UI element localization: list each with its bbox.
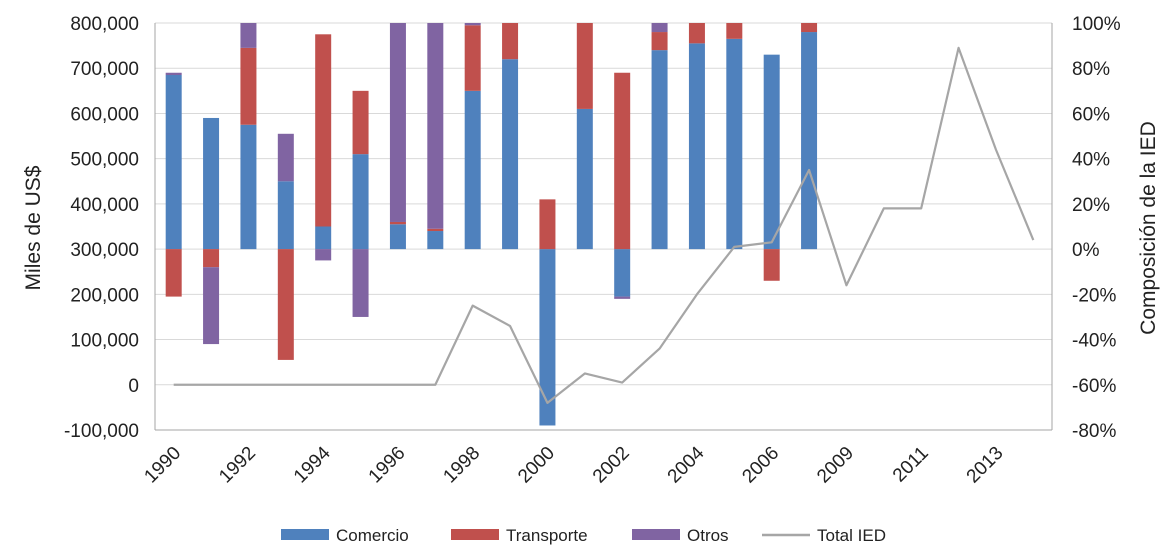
bar-otros [240, 23, 257, 48]
y-tick-label-right: 20% [1072, 195, 1110, 216]
x-tick-label: 2002 [589, 443, 634, 488]
x-tick-label: 2004 [664, 442, 709, 487]
x-tick-label: 2009 [813, 443, 858, 488]
bar-otros [277, 133, 294, 182]
bar-transporte [165, 249, 182, 297]
bar-comercio [464, 90, 481, 250]
bar-comercio [240, 124, 257, 250]
bar-comercio [539, 249, 556, 426]
bar-comercio [203, 117, 220, 250]
bar-transporte [277, 249, 294, 360]
y-axis-left-title: Miles de US$ [22, 165, 45, 290]
bars [165, 23, 818, 426]
legend-swatch-transporte [451, 529, 499, 540]
bar-comercio [801, 32, 818, 250]
y-tick-label-right: -20% [1072, 285, 1116, 306]
bar-otros [165, 72, 182, 76]
bar-transporte [389, 221, 406, 225]
bar-comercio [502, 59, 519, 250]
bar-otros [315, 249, 332, 261]
y-tick-label-right: -40% [1072, 331, 1116, 352]
y-tick-label-left: 700,000 [70, 59, 139, 80]
bar-otros [352, 249, 369, 317]
y-tick-label-right: 40% [1072, 150, 1110, 171]
y-tick-label-left: 300,000 [70, 240, 139, 261]
x-tick-label: 2013 [963, 443, 1008, 488]
bar-transporte [464, 25, 481, 91]
bar-comercio [614, 249, 631, 297]
bar-otros [203, 267, 220, 345]
bar-transporte [651, 32, 668, 51]
legend-label-otros: Otros [687, 526, 729, 545]
total-ied-line [173, 46, 1035, 404]
bar-transporte [427, 228, 444, 232]
bar-otros [464, 23, 481, 26]
total-ied-line-layer [173, 46, 1035, 404]
legend-label-total-ied: Total IED [817, 526, 886, 545]
y-tick-label-left: 600,000 [70, 104, 139, 125]
bar-transporte [203, 249, 220, 268]
y-tick-label-left: 500,000 [70, 150, 139, 171]
y-tick-label-right: 100% [1072, 14, 1121, 35]
bar-otros [651, 23, 668, 33]
y-axis-right-title: Composición de la IED [1137, 121, 1160, 335]
axes [154, 23, 1053, 431]
bar-transporte [576, 23, 593, 109]
y-tick-label-left: 100,000 [70, 331, 139, 352]
bar-comercio [165, 75, 182, 250]
bar-otros [427, 23, 444, 229]
y-tick-label-right: 60% [1072, 104, 1110, 125]
x-tick-label: 1990 [140, 443, 185, 488]
legend: Comercio Transporte Otros Total IED [281, 526, 886, 545]
y-tick-label-left: 200,000 [70, 285, 139, 306]
y-tick-label-left: 400,000 [70, 195, 139, 216]
bar-transporte [801, 23, 818, 33]
bar-transporte [502, 23, 519, 60]
bar-comercio [651, 50, 668, 250]
legend-swatch-otros [632, 529, 680, 540]
bar-comercio [352, 154, 369, 250]
x-tick-label: 2000 [514, 443, 559, 488]
x-tick-label: 1994 [290, 442, 335, 487]
bar-otros [614, 296, 631, 299]
legend-swatch-comercio [281, 529, 329, 540]
x-tick-label: 2011 [889, 443, 933, 487]
y-tick-label-right: -60% [1072, 376, 1116, 397]
y-tick-label-left: 0 [128, 376, 139, 397]
y-tick-label-left: 800,000 [70, 14, 139, 35]
y-tick-label-right: 80% [1072, 59, 1110, 80]
legend-label-transporte: Transporte [506, 526, 588, 545]
y-tick-label-right: 0% [1072, 240, 1100, 261]
bar-comercio [389, 224, 406, 250]
bar-comercio [576, 108, 593, 250]
bar-otros [389, 23, 406, 222]
x-tick-label: 2006 [738, 443, 783, 488]
bar-transporte [614, 72, 631, 250]
bar-comercio [427, 231, 444, 250]
bar-transporte [763, 249, 780, 281]
bar-comercio [763, 54, 780, 250]
x-tick-label: 1996 [365, 443, 410, 488]
bar-transporte [315, 34, 332, 227]
bar-transporte [726, 23, 743, 39]
x-tick-label: 1992 [215, 443, 260, 488]
bar-transporte [688, 23, 705, 44]
bar-transporte [539, 199, 556, 250]
y-tick-label-left: -100,000 [64, 421, 139, 442]
bar-transporte [240, 47, 257, 125]
bar-transporte [352, 90, 369, 155]
x-tick-label: 1998 [439, 443, 484, 488]
legend-label-comercio: Comercio [336, 526, 409, 545]
bar-comercio [277, 181, 294, 250]
bar-comercio [315, 226, 332, 250]
bar-comercio [688, 43, 705, 250]
y-tick-label-right: -80% [1072, 421, 1116, 442]
bar-comercio [726, 38, 743, 250]
